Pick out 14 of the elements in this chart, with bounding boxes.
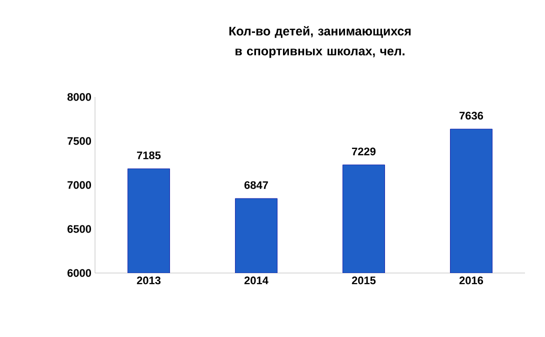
- y-tick-label: 7000: [68, 181, 92, 189]
- data-label: 6847: [244, 181, 268, 189]
- chart-title: Кол-во детей, занимающихся в спортивных школах, чел.: [229, 26, 411, 58]
- x-tick-label: 2013: [136, 276, 161, 284]
- data-label: 7185: [137, 151, 161, 160]
- x-tick-label: 2016: [459, 276, 484, 284]
- x-tick-label: 2015: [352, 276, 376, 284]
- y-tick-label: 8000: [67, 93, 92, 101]
- data-label: 7229: [352, 148, 376, 156]
- data-label: 7636: [460, 112, 484, 120]
- y-tick-label: 7500: [68, 137, 92, 145]
- y-tick-label: 6000: [68, 269, 92, 277]
- y-tick-label: 6500: [68, 225, 92, 233]
- x-tick-label: 2014: [244, 276, 268, 284]
